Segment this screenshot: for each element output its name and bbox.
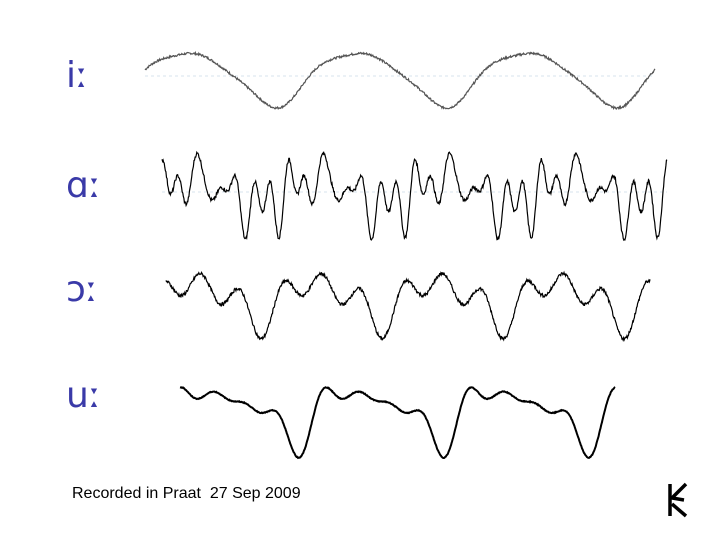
- waveform-series-1: [161, 150, 668, 242]
- praat-logo-icon: [668, 482, 688, 518]
- vowel-label-o: ɔː: [66, 269, 98, 310]
- recording-caption: Recorded in Praat 27 Sep 2009: [72, 485, 301, 502]
- waveform-series-2: [165, 270, 651, 343]
- vowel-label-i: iː: [66, 55, 89, 96]
- waveform-series-0: [144, 50, 656, 110]
- waveform-series-3: [179, 386, 616, 460]
- vowel-label-a: ɑː: [66, 165, 101, 206]
- vowel-label-u: uː: [66, 375, 101, 416]
